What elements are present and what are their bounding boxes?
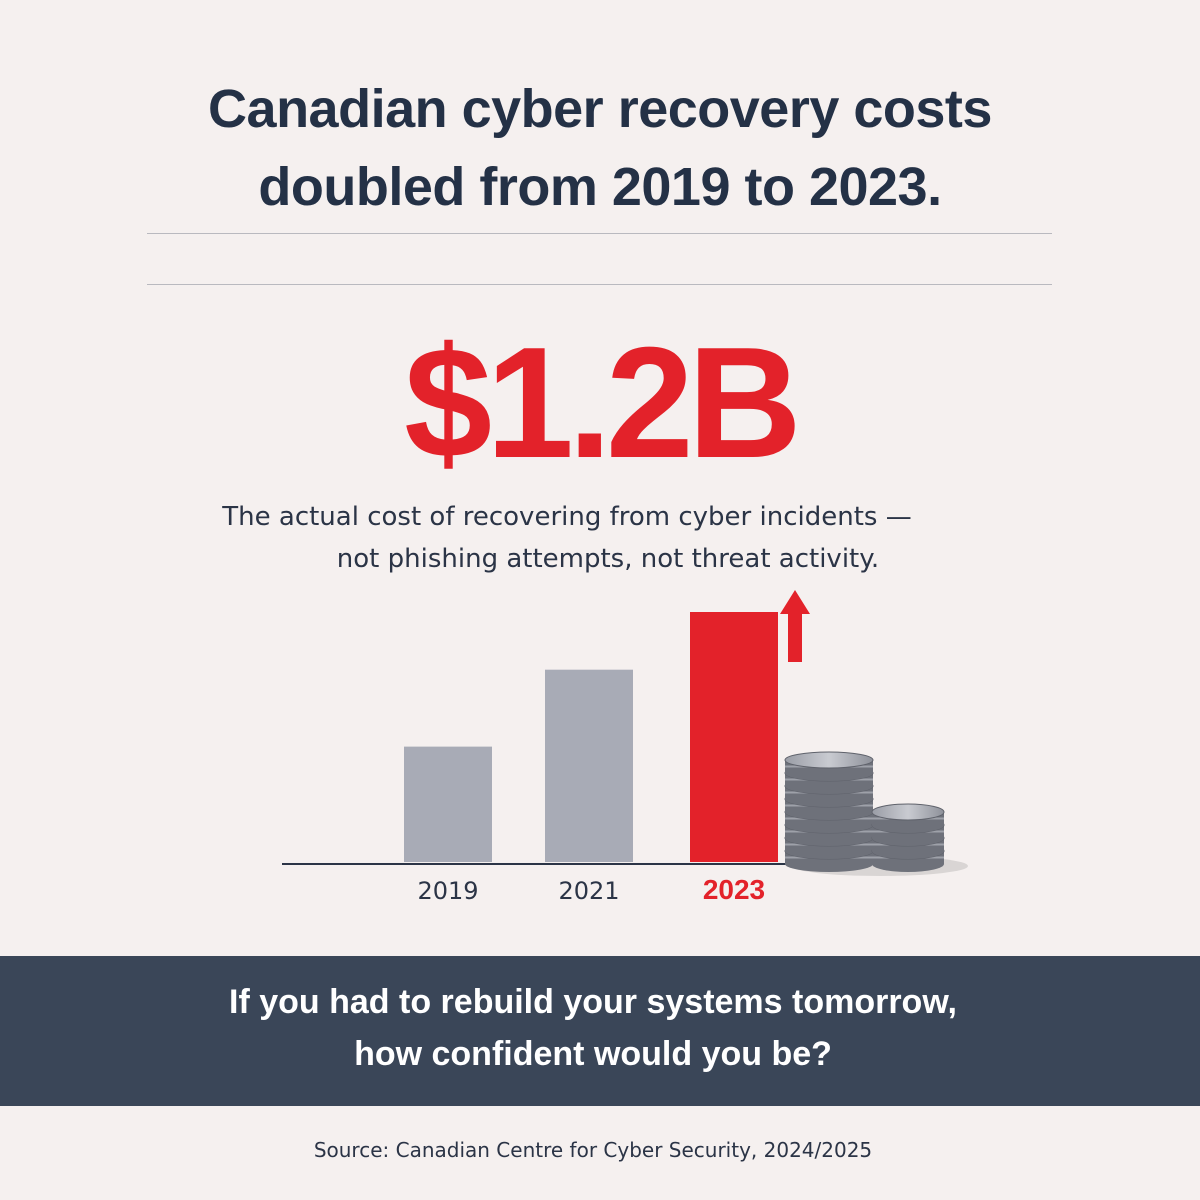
divider-bottom [147, 284, 1052, 285]
source-citation: Source: Canadian Centre for Cyber Securi… [313, 1138, 873, 1162]
big-stat-value: $1.2B [404, 315, 802, 491]
coins-icon [784, 751, 968, 876]
bar-2021 [545, 669, 633, 862]
up-arrow-icon [780, 590, 810, 662]
tick-label-2019: 2019 [417, 877, 478, 905]
divider-top [147, 233, 1052, 234]
headline-line-1: Canadian cyber recovery costs [208, 79, 992, 139]
stat-description-line-1: The actual cost of recovering from cyber… [222, 502, 912, 532]
cta-question: If you had to rebuild your systems tomor… [0, 976, 1186, 1080]
headline: Canadian cyber recovery costs doubled fr… [0, 70, 1200, 226]
cta-line-2: how confident would you be? [354, 1035, 832, 1073]
tick-label-2023: 2023 [703, 874, 765, 905]
tick-label-2021: 2021 [558, 877, 619, 905]
stat-description: The actual cost of recovering from cyber… [0, 496, 1134, 580]
cta-banner [0, 956, 1200, 1106]
stat-description-line-2: not phishing attempts, not threat activi… [336, 544, 880, 574]
bar-2023 [690, 612, 778, 862]
cta-line-1: If you had to rebuild your systems tomor… [229, 983, 957, 1021]
bar-chart: 2019 2021 2023 [282, 590, 968, 905]
bar-2019 [404, 746, 492, 862]
headline-line-2: doubled from 2019 to 2023. [258, 157, 942, 217]
